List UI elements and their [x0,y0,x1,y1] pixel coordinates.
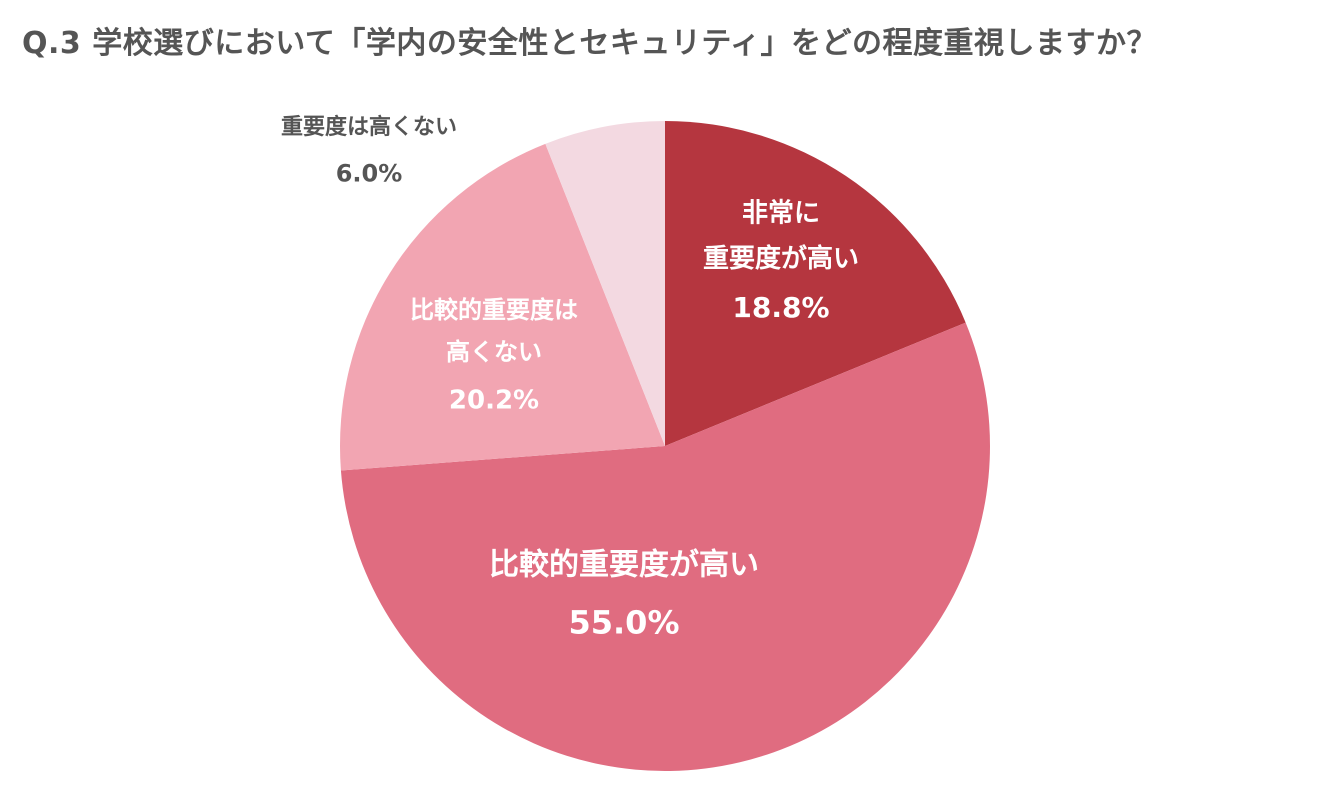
slice-category-label-1: 非常に [742,199,820,229]
pie-slice-2 [340,322,990,771]
slice-value-label-1: 18.8% [732,291,829,324]
pie-slice-4 [545,120,665,446]
slice-category-label-3: 比較的重要度は [410,296,578,324]
slice-category-label-2: 比較的重要度が高い [489,548,759,583]
pie-slice-3 [339,143,665,471]
chart-title: Q.3 学校選びにおいて「学内の安全性とセキュリティ」をどの程度重視しますか？ [22,26,1158,61]
pie-slice-1 [665,121,966,446]
slice-category-label-1: 重要度が高い [703,243,859,274]
pie-slices [339,120,990,771]
slice-value-label-4: 6.0% [336,160,403,188]
slice-category-label-3: 高くない [446,338,542,366]
slice-value-label-2: 55.0% [568,604,679,642]
slice-category-label-4: 重要度は高くない [281,114,457,140]
slice-value-label-3: 20.2% [449,386,539,416]
